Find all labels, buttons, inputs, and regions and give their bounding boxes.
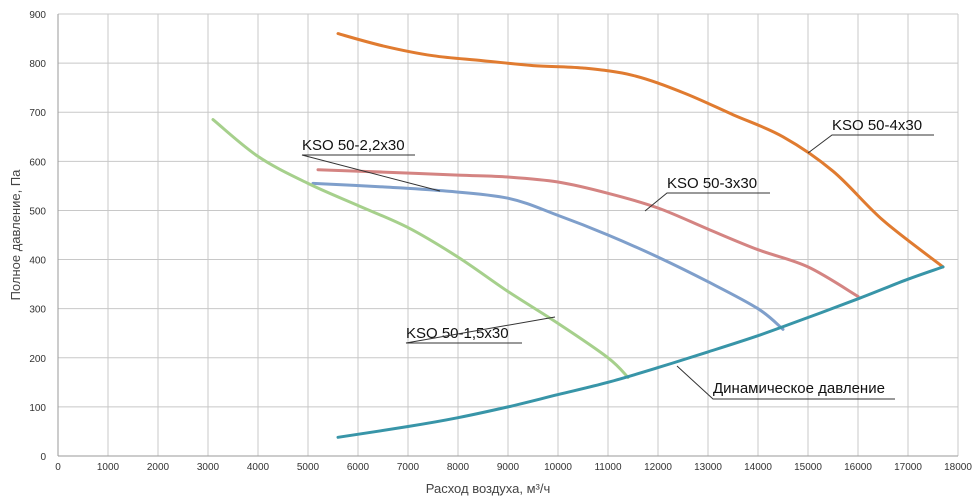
y-tick-label: 100 [29,403,46,414]
series-kso-50-4x30-line [336,32,945,269]
x-tick-label: 17000 [894,462,922,473]
series-annotations: KSO 50-4x30 KSO 50-3x30 KSO 50-2,2x30 KSO 5… [301,117,934,400]
annotation-leader-line [676,365,895,400]
y-tick-label: 200 [29,354,46,365]
y-tick-label: 700 [29,108,46,119]
x-tick-label: 1000 [97,462,120,473]
y-tick-label: 800 [29,59,46,70]
x-tick-label: 13000 [694,462,722,473]
annotation: KSO 50-2,2x30 [301,137,441,192]
annotation-label: Динамическое давление [713,380,885,397]
y-axis-title: Полное давление, Па [8,169,23,301]
y-tick-label: 500 [29,206,46,217]
annotation: Динамическое давление [676,365,895,400]
y-tick-labels: 0 100 200 300 400 500 600 700 800 900 [29,10,46,463]
x-tick-label: 0 [55,462,61,473]
x-axis-title: Расход воздуха, м³/ч [426,481,551,496]
x-tick-label: 18000 [944,462,972,473]
x-tick-label: 7000 [397,462,420,473]
x-tick-label: 12000 [644,462,672,473]
vertical-gridlines [57,14,959,456]
x-tick-label: 4000 [247,462,270,473]
annotation-label: KSO 50-4x30 [832,117,922,134]
y-tick-label: 600 [29,157,46,168]
annotation-leader-line [301,154,441,192]
y-tick-label: 0 [40,452,46,463]
axes [57,14,958,457]
x-tick-label: 3000 [197,462,220,473]
x-tick-label: 8000 [447,462,470,473]
annotation-label: KSO 50-2,2x30 [302,137,405,154]
annotation: KSO 50-1,5x30 [405,316,556,344]
y-tick-label: 900 [29,10,46,21]
x-tick-label: 6000 [347,462,370,473]
horizontal-gridlines [58,13,958,457]
series-kso-50-22x30-line [311,181,785,331]
x-tick-label: 14000 [744,462,772,473]
x-tick-label: 15000 [794,462,822,473]
annotation-leader-line [807,134,934,154]
x-tick-label: 11000 [594,462,622,473]
annotation-label: KSO 50-3x30 [667,175,757,192]
y-tick-label: 300 [29,305,46,316]
x-tick-label: 5000 [297,462,320,473]
x-tick-labels: 0 1000 2000 3000 4000 5000 6000 7000 8000 9000 100… [55,462,972,473]
x-tick-label: 2000 [147,462,170,473]
series-kso-50-3x30-line [316,168,860,298]
annotation-leader-line [644,192,770,212]
series-kso-50-15x30-line [211,118,630,379]
y-tick-label: 400 [29,256,46,267]
annotation: KSO 50-4x30 [807,117,934,154]
x-tick-label: 16000 [844,462,872,473]
series-lines [211,32,945,439]
annotation-leader-line [405,316,556,344]
series-dynamic-pressure-line [336,265,945,439]
x-tick-label: 10000 [544,462,572,473]
x-tick-label: 9000 [497,462,520,473]
annotation: KSO 50-3x30 [644,175,770,212]
